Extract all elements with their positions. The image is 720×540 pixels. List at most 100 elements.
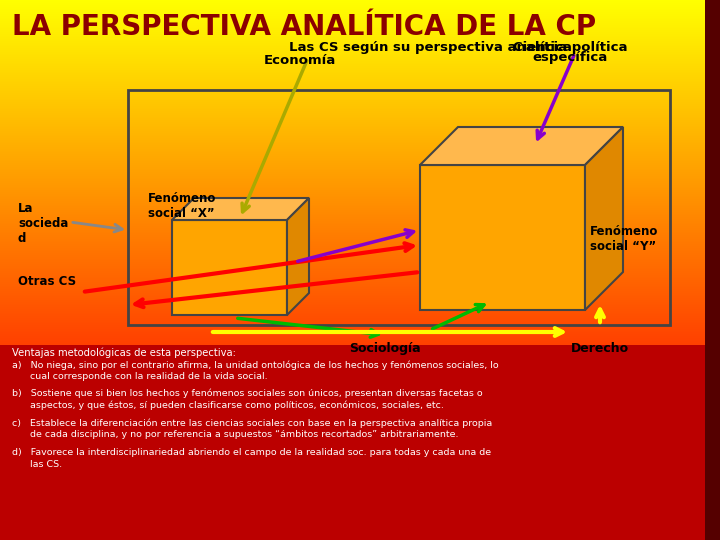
Bar	[0, 115, 705, 116]
Bar	[0, 294, 705, 295]
Bar	[0, 209, 705, 210]
Bar	[0, 155, 705, 156]
Bar	[0, 105, 705, 106]
Bar	[0, 106, 705, 107]
Bar	[0, 88, 705, 89]
Bar	[128, 90, 670, 325]
Bar	[0, 59, 705, 60]
Bar	[0, 233, 705, 234]
Bar	[0, 252, 705, 253]
Text: Fenómeno
social “Y”: Fenómeno social “Y”	[590, 225, 658, 253]
Bar	[0, 239, 705, 240]
Bar	[0, 217, 705, 218]
Bar	[0, 219, 705, 220]
Bar	[0, 234, 705, 235]
Bar	[0, 129, 705, 130]
Bar	[0, 202, 705, 203]
Bar	[0, 44, 705, 45]
Bar	[0, 1, 705, 2]
Text: Las CS según su perspectiva analítica: Las CS según su perspectiva analítica	[289, 41, 572, 54]
Bar	[0, 266, 705, 267]
Bar	[0, 34, 705, 35]
Bar	[0, 78, 705, 79]
Text: Sociología: Sociología	[349, 342, 420, 355]
Bar	[0, 76, 705, 77]
Bar	[0, 201, 705, 202]
Bar	[0, 231, 705, 232]
Polygon shape	[172, 198, 309, 220]
Bar	[0, 262, 705, 263]
Bar	[0, 296, 705, 297]
Bar	[0, 74, 705, 75]
Polygon shape	[420, 127, 623, 165]
Bar	[0, 253, 705, 254]
Bar	[0, 188, 705, 189]
Bar	[0, 2, 705, 3]
Bar	[0, 91, 705, 92]
Text: d)   Favorece la interdisciplinariedad abriendo el campo de la realidad soc. par: d) Favorece la interdisciplinariedad abr…	[12, 448, 491, 469]
Bar	[0, 6, 705, 7]
Bar	[0, 196, 705, 197]
Bar	[0, 39, 705, 40]
Bar	[0, 168, 705, 169]
Bar	[0, 75, 705, 76]
Text: Ciencia política: Ciencia política	[513, 41, 627, 54]
Bar	[0, 203, 705, 204]
Bar	[0, 108, 705, 109]
Bar	[0, 35, 705, 36]
Bar	[0, 342, 705, 343]
Bar	[0, 57, 705, 58]
Bar	[0, 17, 705, 18]
Bar	[0, 69, 705, 70]
Bar	[0, 261, 705, 262]
Bar	[0, 337, 705, 338]
Bar	[0, 224, 705, 225]
Bar	[0, 272, 705, 273]
Bar	[0, 309, 705, 310]
Bar	[0, 227, 705, 228]
Text: Derecho: Derecho	[571, 342, 629, 355]
Bar	[0, 149, 705, 150]
Text: b)   Sostiene que si bien los hechos y fenómenos sociales son únicos, presentan : b) Sostiene que si bien los hechos y fen…	[12, 388, 482, 410]
Bar	[0, 264, 705, 265]
Bar	[0, 180, 705, 181]
Bar	[0, 4, 705, 5]
Bar	[0, 54, 705, 55]
Bar	[0, 27, 705, 28]
Bar	[0, 97, 705, 98]
Bar	[0, 229, 705, 230]
Bar	[0, 341, 705, 342]
Bar	[0, 73, 705, 74]
Bar	[0, 107, 705, 108]
Bar	[0, 299, 705, 300]
Bar	[0, 173, 705, 174]
Bar	[0, 304, 705, 305]
Bar	[0, 82, 705, 83]
Bar	[0, 48, 705, 49]
Bar	[0, 268, 705, 269]
Text: Economía: Economía	[264, 54, 336, 67]
Bar	[0, 256, 705, 257]
Bar	[0, 99, 705, 100]
Bar	[0, 141, 705, 142]
Bar	[0, 176, 705, 177]
Bar	[0, 150, 705, 151]
Bar	[0, 128, 705, 129]
Bar	[0, 311, 705, 312]
Bar	[0, 0, 705, 1]
Bar	[0, 335, 705, 336]
Bar	[0, 118, 705, 119]
Bar	[0, 298, 705, 299]
Bar	[0, 315, 705, 316]
Bar	[0, 110, 705, 111]
Bar	[0, 329, 705, 330]
Bar	[0, 222, 705, 223]
Bar	[0, 319, 705, 320]
Bar	[0, 33, 705, 34]
Bar	[0, 232, 705, 233]
Bar	[0, 276, 705, 277]
Bar	[0, 197, 705, 198]
Bar	[0, 20, 705, 21]
Bar	[0, 288, 705, 289]
Bar	[0, 101, 705, 102]
